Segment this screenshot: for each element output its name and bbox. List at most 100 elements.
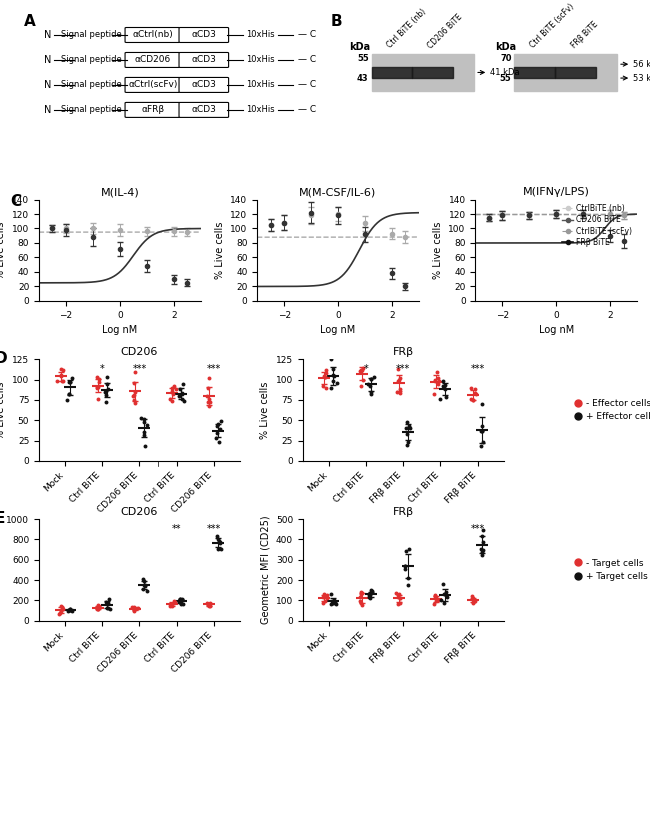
Point xyxy=(441,585,451,598)
X-axis label: Log nM: Log nM xyxy=(539,325,574,335)
Y-axis label: % Live cells: % Live cells xyxy=(0,381,6,439)
Point xyxy=(391,587,402,600)
Point xyxy=(215,415,226,428)
Point xyxy=(102,602,112,615)
Title: CD206: CD206 xyxy=(121,347,158,357)
Point xyxy=(434,375,445,388)
Point xyxy=(438,381,448,394)
Point xyxy=(103,602,113,615)
Point xyxy=(169,596,179,609)
Point xyxy=(403,572,413,585)
Point xyxy=(328,375,338,388)
Text: αCtrl(nb): αCtrl(nb) xyxy=(133,31,173,40)
Point xyxy=(174,595,184,608)
Point xyxy=(203,598,213,611)
Point xyxy=(55,604,66,617)
Point xyxy=(99,385,110,398)
Point xyxy=(320,367,331,380)
Point xyxy=(401,545,411,558)
Point xyxy=(140,580,150,593)
Point xyxy=(130,397,140,410)
Text: Signal peptide: Signal peptide xyxy=(61,106,122,115)
Point xyxy=(54,608,64,621)
Point xyxy=(468,596,478,609)
Point xyxy=(169,594,179,607)
Point xyxy=(129,389,140,402)
Point xyxy=(213,533,224,546)
Point xyxy=(204,400,214,413)
Point xyxy=(326,353,336,366)
Point xyxy=(212,427,222,440)
Point xyxy=(467,394,478,407)
Point xyxy=(100,595,110,608)
Point xyxy=(393,362,403,375)
Bar xyxy=(515,54,617,91)
Point xyxy=(94,376,104,389)
Point xyxy=(139,579,150,592)
Point xyxy=(129,602,139,615)
Point xyxy=(436,593,447,606)
X-axis label: Log nM: Log nM xyxy=(102,325,137,335)
Point xyxy=(395,592,405,605)
Text: *: * xyxy=(364,364,369,375)
Point xyxy=(177,387,187,400)
Point xyxy=(64,604,74,617)
Point xyxy=(478,524,488,537)
FancyBboxPatch shape xyxy=(125,77,181,93)
Point xyxy=(93,602,103,615)
Point xyxy=(441,390,451,403)
Text: — C: — C xyxy=(298,31,317,40)
Text: 56 kDa: 56 kDa xyxy=(632,59,650,69)
Point xyxy=(365,372,376,385)
Point xyxy=(167,385,177,398)
Point xyxy=(65,603,75,616)
Point xyxy=(168,387,178,400)
Point xyxy=(358,373,368,386)
Y-axis label: % Live cells: % Live cells xyxy=(433,222,443,279)
Point xyxy=(362,378,372,391)
Point xyxy=(320,589,330,602)
Text: 43: 43 xyxy=(357,73,369,83)
Text: ***: *** xyxy=(133,364,146,375)
Point xyxy=(318,591,328,604)
Text: Signal peptide: Signal peptide xyxy=(61,55,122,64)
Text: ***: *** xyxy=(207,364,221,375)
Point xyxy=(318,370,329,383)
Text: A: A xyxy=(25,14,36,28)
Text: Ctrl BiTE (scFv): Ctrl BiTE (scFv) xyxy=(528,2,576,50)
Point xyxy=(430,589,441,602)
Point xyxy=(92,602,102,615)
Point xyxy=(365,589,375,602)
Title: CD206: CD206 xyxy=(121,507,158,517)
FancyBboxPatch shape xyxy=(179,53,229,67)
Title: M(IFNγ/LPS): M(IFNγ/LPS) xyxy=(523,187,590,198)
Point xyxy=(367,585,377,598)
Point xyxy=(63,605,73,618)
Point xyxy=(319,588,330,601)
Point xyxy=(328,368,338,381)
Point xyxy=(393,375,403,388)
Point xyxy=(213,542,224,555)
Point xyxy=(138,583,148,596)
FancyBboxPatch shape xyxy=(179,28,229,42)
Point xyxy=(366,385,376,398)
Point xyxy=(203,598,213,611)
Point xyxy=(330,596,340,609)
Point xyxy=(64,604,75,617)
Point xyxy=(57,375,67,388)
Point xyxy=(55,369,66,382)
Point xyxy=(393,591,403,604)
Text: αCD206: αCD206 xyxy=(135,55,171,64)
Point xyxy=(400,563,410,576)
Point xyxy=(432,372,443,385)
Point xyxy=(103,593,114,606)
Point xyxy=(430,373,441,386)
Point xyxy=(64,376,74,389)
Point xyxy=(476,549,487,562)
FancyBboxPatch shape xyxy=(179,77,229,93)
Point xyxy=(92,371,102,384)
Point xyxy=(64,388,74,401)
Point xyxy=(101,396,111,409)
Point xyxy=(140,578,151,591)
Point xyxy=(431,595,441,608)
